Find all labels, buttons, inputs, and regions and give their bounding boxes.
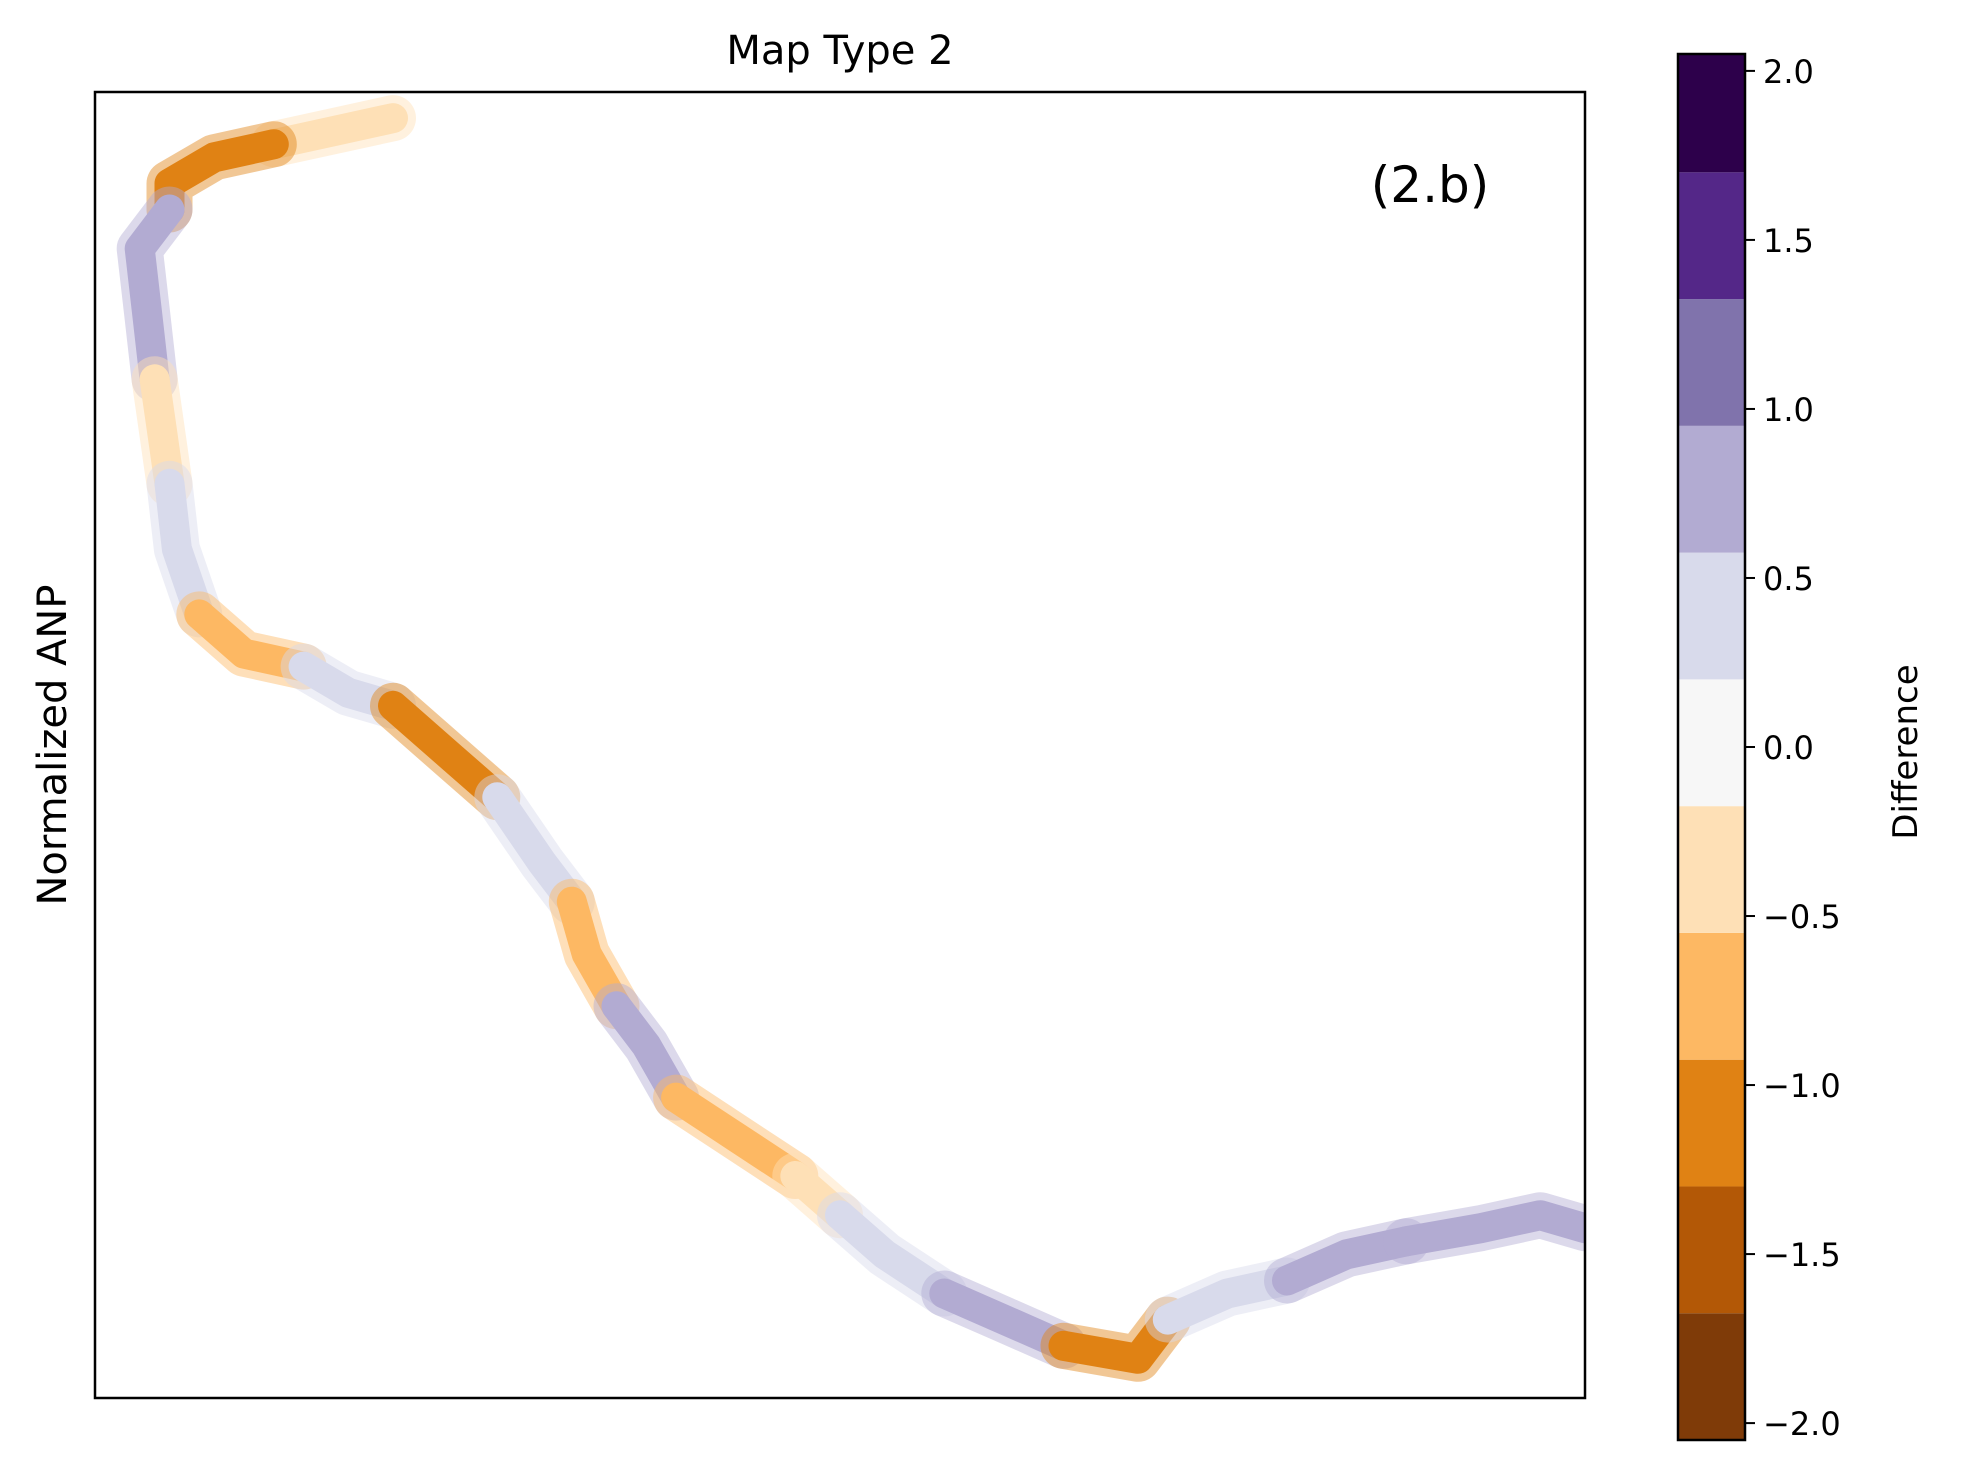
river-segment [1048,1304,1183,1374]
river-segment [661,1082,811,1191]
y-axis-label: Normalized ANP [30,585,76,906]
river-segment [139,364,185,499]
river-segment [154,468,215,630]
river-segment [601,991,692,1113]
river-segment [378,690,513,813]
plot-area-frame [93,90,1587,1400]
colorbar-tick-label: −1.0 [1763,1067,1841,1105]
colorbar-tick-label: −2.0 [1763,1405,1841,1443]
river-segment [825,1200,960,1309]
panel-annotation: (2.b) [1371,156,1489,214]
river-segment [184,599,319,682]
river-segment [1391,1200,1585,1257]
river-segment [1152,1265,1302,1335]
colorbar: −2.0 −1.5 −1.0 −0.5 0.0 0.5 1.0 1.5 2.0 [1676,52,1841,1443]
colorbar-band [1678,679,1745,807]
colorbar-tick-label: 1.0 [1763,391,1814,429]
river-segment [124,194,185,395]
colorbar-band [1678,1059,1745,1187]
colorbar-band [1678,1186,1745,1314]
colorbar-band [1678,425,1745,553]
colorbar-tick-label: 0.5 [1763,560,1814,598]
colorbar-band [1678,806,1745,933]
colorbar-tick-label: 2.0 [1763,53,1814,91]
colorbar-tick-label: −1.5 [1763,1236,1841,1274]
river-segment [288,651,408,721]
colorbar-band [1678,932,1745,1060]
colorbar-tick-label: −0.5 [1763,898,1841,936]
colorbar-tick-label: 1.5 [1763,222,1814,260]
river-segment [482,782,587,917]
colorbar-band [1678,1313,1745,1440]
river-segment [258,103,408,160]
river-segment [1272,1226,1422,1296]
colorbar-band [1678,299,1745,426]
colorbar-band [1678,552,1745,680]
river-segment [556,886,632,1022]
chart-title: Map Type 2 [726,28,953,74]
colorbar-band [1678,172,1745,300]
river-segment [929,1278,1079,1361]
colorbar-band [1678,54,1745,173]
colorbar-tick-label: 0.0 [1763,729,1814,767]
colorbar-label: Difference [1886,664,1926,839]
river-map [116,95,1585,1382]
